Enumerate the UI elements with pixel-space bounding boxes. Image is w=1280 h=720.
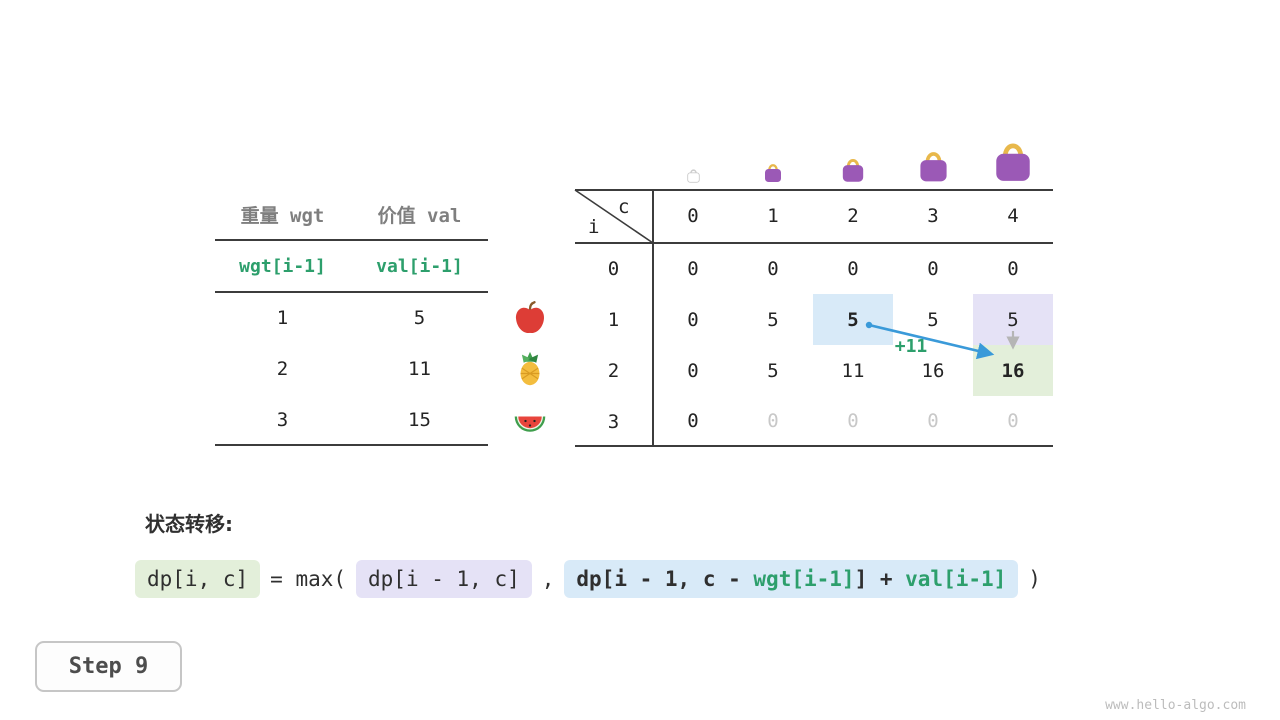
dp-col-header-2: 2	[847, 205, 859, 227]
dp-col-header-0: 0	[687, 205, 699, 227]
dp-cell-2-3: 16	[921, 359, 945, 382]
dp-row-header-1: 1	[607, 308, 620, 331]
dp-row-header-3: 3	[607, 410, 620, 433]
dp-cell-1-1: 5	[767, 308, 779, 331]
dp-cell-3-4: 0	[1007, 410, 1019, 432]
formula-close-paren: )	[1028, 567, 1041, 591]
items-row-2-val: 15	[408, 409, 431, 431]
items-row-1-val: 11	[408, 358, 431, 380]
dp-col-header-3: 3	[927, 205, 939, 227]
dp-cell-3-3: 0	[927, 410, 939, 432]
step-button[interactable]: Step 9	[35, 641, 182, 692]
dp-cell-1-3: 5	[927, 308, 939, 331]
dp-cell-2-0: 0	[687, 359, 699, 382]
dp-cell-2-1: 5	[767, 359, 779, 382]
dp-cell-0-1: 0	[767, 257, 779, 280]
dp-cell-3-1: 0	[767, 410, 779, 432]
pineapple-icon	[512, 351, 548, 387]
formula-arg2-prefix: dp[i - 1, c -	[576, 567, 754, 591]
dp-cell-0-3: 0	[927, 257, 939, 280]
formula-arg2-infix: ] +	[854, 567, 906, 591]
formula-lhs-box: dp[i, c]	[135, 560, 261, 598]
formula-arg1-box: dp[i - 1, c]	[356, 560, 532, 598]
items-table-line-mid	[215, 291, 488, 293]
dp-cell-3-2: 0	[847, 410, 859, 432]
dp-row-header-0: 0	[607, 257, 620, 280]
dp-cell-0-0: 0	[687, 257, 699, 280]
formula-arg2-box: dp[i - 1, c - wgt[i-1]] + val[i-1]	[564, 560, 1019, 598]
dp-corner-row-axis: i	[588, 216, 600, 238]
items-row-0-wgt: 1	[276, 307, 289, 329]
formula-comma: ,	[541, 567, 555, 591]
bag-icon-4	[992, 137, 1034, 183]
dp-cell-1-4-highlighted-compare: 5	[973, 294, 1053, 345]
apple-icon	[512, 300, 548, 336]
dp-table-line-bottom	[575, 445, 1053, 447]
dp-col-header-4: 4	[1007, 205, 1019, 227]
bag-icon-0	[686, 167, 701, 183]
dp-col-header-1: 1	[767, 205, 779, 227]
transition-add-label: +11	[894, 336, 928, 357]
items-table-line-top	[215, 239, 488, 241]
dp-cell-0-4: 0	[1007, 257, 1019, 280]
dp-row-header-2: 2	[607, 359, 620, 382]
items-table-line-bottom	[215, 444, 488, 446]
dp-table-line-top	[575, 189, 1053, 191]
watermelon-icon	[512, 403, 548, 439]
dp-cell-2-4-highlighted-target: 16	[973, 345, 1053, 396]
state-transition-formula: dp[i, c] = max( dp[i - 1, c] , dp[i - 1,…	[135, 560, 1041, 598]
items-header-wgt: 重量 wgt	[240, 205, 325, 227]
items-index-val: val[i-1]	[376, 256, 463, 277]
formula-arg2-val: val[i-1]	[905, 567, 1007, 591]
state-transition-label: 状态转移:	[145, 512, 233, 536]
bag-icon-2	[840, 155, 866, 183]
items-row-2-wgt: 3	[276, 409, 289, 431]
items-index-wgt: wgt[i-1]	[239, 256, 326, 277]
dp-cell-2-2: 11	[841, 359, 865, 382]
dp-cell-3-0: 0	[687, 410, 699, 432]
dp-corner-col-axis: c	[618, 196, 630, 218]
corner-diagonal-line	[574, 189, 654, 244]
bag-icon-1	[763, 161, 783, 183]
items-header-val: 价值 val	[377, 205, 462, 227]
dp-table-line-header	[575, 242, 1053, 244]
formula-arg2-wgt: wgt[i-1]	[753, 567, 855, 591]
bag-icon-3	[917, 147, 950, 183]
formula-equals-max: = max(	[270, 567, 347, 591]
items-row-0-val: 5	[413, 307, 426, 329]
watermark: www.hello-algo.com	[1105, 698, 1246, 713]
items-row-1-wgt: 2	[276, 358, 289, 380]
dp-cell-0-2: 0	[847, 257, 859, 280]
dp-cell-1-0: 0	[687, 308, 699, 331]
dp-table-line-vertical	[652, 189, 654, 447]
dp-cell-1-2-highlighted-source: 5	[813, 294, 893, 345]
